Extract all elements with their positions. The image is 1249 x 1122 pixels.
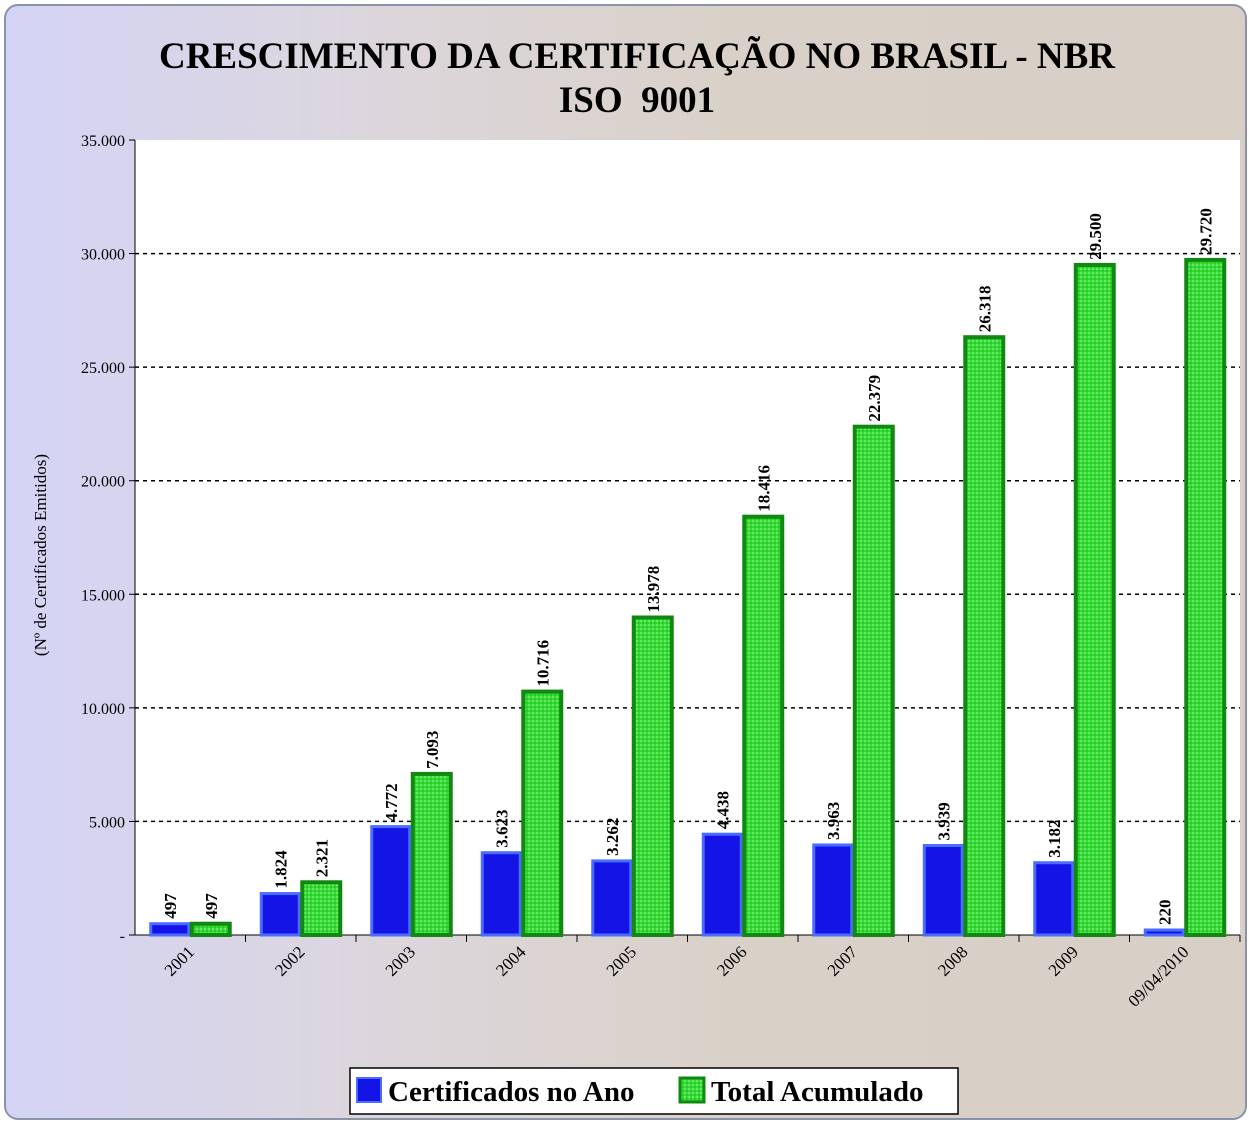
y-tick-label: 25.000 bbox=[81, 360, 125, 377]
data-label: 7.093 bbox=[423, 731, 442, 769]
y-tick-label: 35.000 bbox=[81, 133, 125, 150]
bar bbox=[742, 514, 785, 937]
y-tick-label: 15.000 bbox=[81, 587, 125, 604]
bar bbox=[963, 335, 1006, 937]
data-label: 220 bbox=[1155, 900, 1174, 926]
data-label: 26.318 bbox=[975, 285, 994, 332]
bar bbox=[189, 921, 232, 937]
data-label: 3.182 bbox=[1045, 819, 1064, 857]
data-label: 10.716 bbox=[533, 640, 552, 687]
x-tick-label: 2006 bbox=[713, 942, 750, 979]
x-tick-label: 2005 bbox=[603, 942, 640, 979]
bar bbox=[1033, 861, 1075, 937]
x-tick-label: 2009 bbox=[1045, 942, 1082, 979]
data-label: 497 bbox=[161, 893, 180, 919]
data-label: 1.824 bbox=[271, 850, 290, 889]
bar bbox=[1143, 928, 1185, 937]
bar bbox=[521, 689, 564, 937]
legend-label: Certificados no Ano bbox=[388, 1076, 635, 1108]
plot-area bbox=[135, 140, 1240, 935]
bar bbox=[631, 615, 674, 937]
y-tick-label: 20.000 bbox=[81, 474, 125, 491]
legend-swatch bbox=[678, 1076, 706, 1104]
data-label: 3.623 bbox=[492, 809, 511, 847]
legend bbox=[349, 1067, 959, 1115]
y-tick-label: 5.000 bbox=[89, 814, 125, 831]
x-tick-label: 2004 bbox=[492, 942, 530, 980]
bar bbox=[701, 832, 743, 937]
bar bbox=[1073, 262, 1116, 937]
y-tick-label: - bbox=[120, 928, 125, 945]
x-tick-label: 2001 bbox=[161, 942, 198, 979]
bar bbox=[922, 844, 964, 937]
data-label: 22.379 bbox=[865, 375, 884, 422]
data-label: 3.262 bbox=[603, 818, 622, 856]
data-label: 3.939 bbox=[934, 802, 953, 840]
data-label: 18.416 bbox=[754, 465, 773, 512]
x-tick-label: 2002 bbox=[271, 942, 308, 979]
y-axis-label: (Nº de Certificados Emitidos) bbox=[31, 454, 50, 656]
bar bbox=[1184, 257, 1227, 937]
bar bbox=[480, 851, 522, 937]
x-tick-label: 2007 bbox=[824, 942, 862, 980]
x-tick-label: 09/04/2010 bbox=[1124, 942, 1192, 1010]
bar bbox=[410, 771, 453, 937]
data-label: 4.772 bbox=[382, 783, 401, 821]
legend-swatch bbox=[356, 1077, 382, 1103]
data-label: 29.720 bbox=[1196, 208, 1215, 255]
y-tick-label: 10.000 bbox=[81, 701, 125, 718]
bar bbox=[370, 825, 412, 937]
legend-label: Total Acumulado bbox=[711, 1076, 923, 1108]
x-tick-label: 2003 bbox=[382, 942, 419, 979]
bar bbox=[591, 859, 633, 937]
data-label: 4.438 bbox=[713, 791, 732, 829]
chart-title: ISO 9001 bbox=[559, 80, 715, 121]
data-label: 2.321 bbox=[312, 839, 331, 877]
bar bbox=[812, 843, 854, 937]
y-tick-label: 30.000 bbox=[81, 247, 125, 264]
x-tick-label: 2008 bbox=[934, 942, 971, 979]
data-label: 3.963 bbox=[824, 802, 843, 840]
bar bbox=[259, 892, 301, 937]
bar bbox=[300, 880, 343, 938]
bar bbox=[852, 424, 895, 937]
bar bbox=[149, 922, 191, 937]
data-label: 13.978 bbox=[644, 566, 663, 613]
data-label: 29.500 bbox=[1086, 213, 1105, 260]
chart-title: CRESCIMENTO DA CERTIFICAÇÃO NO BRASIL - … bbox=[159, 35, 1116, 77]
data-label: 497 bbox=[202, 893, 221, 919]
